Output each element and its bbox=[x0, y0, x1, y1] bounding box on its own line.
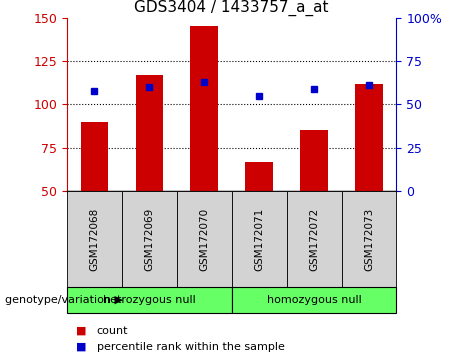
Bar bbox=[245, 162, 273, 191]
Text: percentile rank within the sample: percentile rank within the sample bbox=[97, 342, 285, 352]
Text: GSM172068: GSM172068 bbox=[89, 207, 99, 270]
Text: count: count bbox=[97, 326, 128, 336]
Bar bbox=[231, 191, 287, 287]
Text: ■: ■ bbox=[76, 342, 87, 352]
Text: genotype/variation ▶: genotype/variation ▶ bbox=[5, 295, 123, 305]
Bar bbox=[136, 75, 163, 191]
Bar bbox=[231, 287, 396, 313]
Text: ■: ■ bbox=[76, 326, 87, 336]
Text: GSM172069: GSM172069 bbox=[144, 207, 154, 270]
Text: homozygous null: homozygous null bbox=[266, 295, 361, 305]
Text: GSM172071: GSM172071 bbox=[254, 207, 264, 270]
Bar bbox=[287, 191, 342, 287]
Text: GSM172073: GSM172073 bbox=[364, 207, 374, 270]
Text: GSM172072: GSM172072 bbox=[309, 207, 319, 270]
Bar bbox=[67, 191, 122, 287]
Title: GDS3404 / 1433757_a_at: GDS3404 / 1433757_a_at bbox=[135, 0, 329, 16]
Bar bbox=[177, 191, 231, 287]
Bar bbox=[81, 122, 108, 191]
Bar bbox=[67, 287, 231, 313]
Text: GSM172070: GSM172070 bbox=[199, 207, 209, 270]
Bar bbox=[355, 84, 383, 191]
Bar bbox=[300, 130, 328, 191]
Text: hetrozygous null: hetrozygous null bbox=[103, 295, 195, 305]
Bar bbox=[122, 191, 177, 287]
Bar bbox=[342, 191, 396, 287]
Bar bbox=[190, 27, 218, 191]
